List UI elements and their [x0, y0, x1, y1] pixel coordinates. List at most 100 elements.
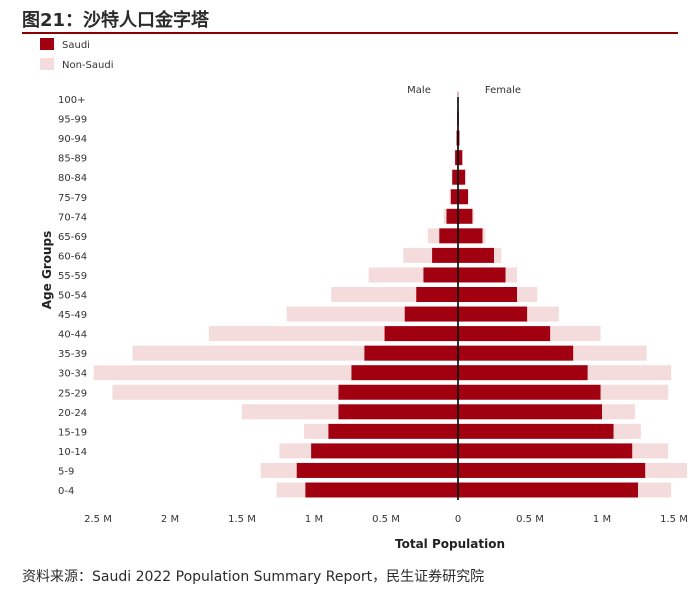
x-axis-title: Total Population: [395, 537, 505, 551]
bar-female-saudi-10-14: [458, 443, 633, 459]
y-axis-title: Age Groups: [40, 231, 54, 309]
bar-female-saudi-35-39: [458, 345, 574, 361]
bar-male-saudi-65-69: [439, 228, 458, 244]
legend-label-non_saudi: Non-Saudi: [62, 60, 113, 71]
bar-male-saudi-35-39: [364, 345, 458, 361]
y-tick-label: 25-29: [58, 388, 87, 399]
y-tick-label: 85-89: [58, 154, 87, 165]
source-note: 资料来源：Saudi 2022 Population Summary Repor…: [22, 569, 485, 585]
bar-female-non-saudi-40-44: [550, 326, 601, 342]
x-tick-label: 2 M: [161, 514, 179, 525]
bar-male-saudi-70-74: [446, 208, 458, 224]
bar-female-non-saudi-0-4: [638, 482, 672, 498]
bar-male-saudi-75-79: [450, 189, 458, 205]
y-tick-label: 45-49: [58, 310, 87, 321]
bar-male-saudi-25-29: [338, 384, 458, 400]
bar-female-saudi-60-64: [458, 247, 494, 263]
bar-female-saudi-15-19: [458, 423, 614, 439]
y-tick-label: 5-9: [58, 466, 74, 477]
bar-female-saudi-25-29: [458, 384, 601, 400]
bar-female-saudi-30-34: [458, 365, 588, 381]
bar-male-non-saudi-60-64: [403, 247, 433, 263]
bar-female-non-saudi-25-29: [600, 384, 669, 400]
bar-female-non-saudi-5-9: [645, 462, 687, 478]
y-tick-label: 100+: [58, 95, 85, 106]
y-tick-label: 75-79: [58, 193, 87, 204]
bar-male-non-saudi-5-9: [260, 462, 297, 478]
bar-male-saudi-30-34: [351, 365, 458, 381]
bar-male-saudi-85-89: [455, 150, 458, 166]
x-tick-labels: 2.5 M 2 M 1.5 M 1 M 0.5 M 0 0.5 M 1 M 1.5 M: [84, 514, 688, 525]
side-label-female: Female: [485, 85, 521, 96]
bar-male-non-saudi-10-14: [279, 443, 312, 459]
bar-female-saudi-55-59: [458, 267, 506, 283]
bar-male-non-saudi-45-49: [286, 306, 405, 322]
y-tick-label: 55-59: [58, 271, 87, 282]
bar-female-non-saudi-65-69: [482, 228, 486, 244]
figure-title: 图21：沙特人口金字塔: [22, 10, 210, 31]
bar-male-saudi-20-24: [338, 404, 458, 420]
x-tick-label: 1 M: [305, 514, 323, 525]
bar-male-non-saudi-15-19: [303, 423, 329, 439]
bar-male-non-saudi-30-34: [93, 365, 352, 381]
bar-female-non-saudi-50-54: [517, 287, 538, 302]
bar-female-non-saudi-70-74: [472, 208, 474, 224]
bar-male-non-saudi-20-24: [242, 404, 339, 420]
bar-male-non-saudi-75-79: [449, 189, 451, 205]
bar-female-non-saudi-10-14: [632, 443, 669, 459]
y-tick-label: 35-39: [58, 349, 87, 360]
y-tick-label: 15-19: [58, 427, 87, 438]
x-tick-label: 1 M: [593, 514, 611, 525]
legend-swatch-saudi: [40, 38, 54, 50]
bar-male-saudi-45-49: [404, 306, 458, 322]
bar-female-saudi-70-74: [458, 208, 473, 224]
y-tick-label: 10-14: [58, 447, 87, 458]
bar-male-non-saudi-0-4: [276, 482, 306, 498]
y-tick-label: 30-34: [58, 369, 87, 380]
bar-male-saudi-15-19: [328, 423, 458, 439]
bar-male-saudi-5-9: [296, 462, 458, 478]
y-tick-labels: 0-4 5-9 10-14 15-19 20-24 25-29 30-34 35-39 40-4…: [58, 95, 87, 497]
legend-label-saudi: Saudi: [62, 40, 90, 51]
bar-male-saudi-10-14: [311, 443, 458, 459]
bar-female-saudi-0-4: [458, 482, 638, 498]
x-tick-label: 0: [455, 514, 461, 525]
side-label-male: Male: [407, 85, 431, 96]
y-tick-label: 40-44: [58, 330, 87, 341]
bar-male-saudi-55-59: [423, 267, 458, 283]
bar-male-non-saudi-70-74: [443, 208, 447, 224]
bar-male-non-saudi-65-69: [427, 228, 440, 244]
bar-male-non-saudi-35-39: [132, 345, 365, 361]
bar-male-saudi-0-4: [305, 482, 458, 498]
x-tick-label: 0.5 M: [516, 514, 544, 525]
bar-male-saudi-40-44: [384, 326, 458, 342]
chart-legend: Saudi Non-Saudi: [40, 38, 113, 71]
x-tick-label: 1.5 M: [228, 514, 256, 525]
y-tick-label: 0-4: [58, 486, 74, 497]
y-tick-label: 70-74: [58, 212, 87, 223]
bar-female-saudi-65-69: [458, 228, 483, 244]
y-tick-label: 80-84: [58, 173, 87, 184]
bar-female-saudi-50-54: [458, 287, 518, 302]
bar-female-non-saudi-45-49: [527, 306, 559, 322]
bar-female-saudi-20-24: [458, 404, 602, 420]
bar-male-saudi-50-54: [416, 287, 458, 302]
bar-female-saudi-5-9: [458, 462, 646, 478]
y-tick-label: 20-24: [58, 408, 87, 419]
bar-male-non-saudi-50-54: [331, 287, 417, 302]
legend-swatch-non_saudi: [40, 58, 54, 70]
bar-female-saudi-80-84: [458, 169, 466, 185]
bar-female-non-saudi-30-34: [587, 365, 672, 381]
bar-female-saudi-75-79: [458, 189, 469, 205]
bar-male-non-saudi-25-29: [112, 384, 339, 400]
bar-female-saudi-85-89: [458, 150, 463, 166]
y-tick-label: 95-99: [58, 115, 87, 126]
y-tick-label: 50-54: [58, 291, 87, 302]
y-tick-label: 60-64: [58, 251, 87, 262]
x-tick-label: 1.5 M: [660, 514, 688, 525]
bar-female-non-saudi-20-24: [602, 404, 636, 420]
y-tick-label: 90-94: [58, 134, 87, 145]
x-tick-label: 2.5 M: [84, 514, 112, 525]
bar-male-saudi-80-84: [452, 169, 458, 185]
